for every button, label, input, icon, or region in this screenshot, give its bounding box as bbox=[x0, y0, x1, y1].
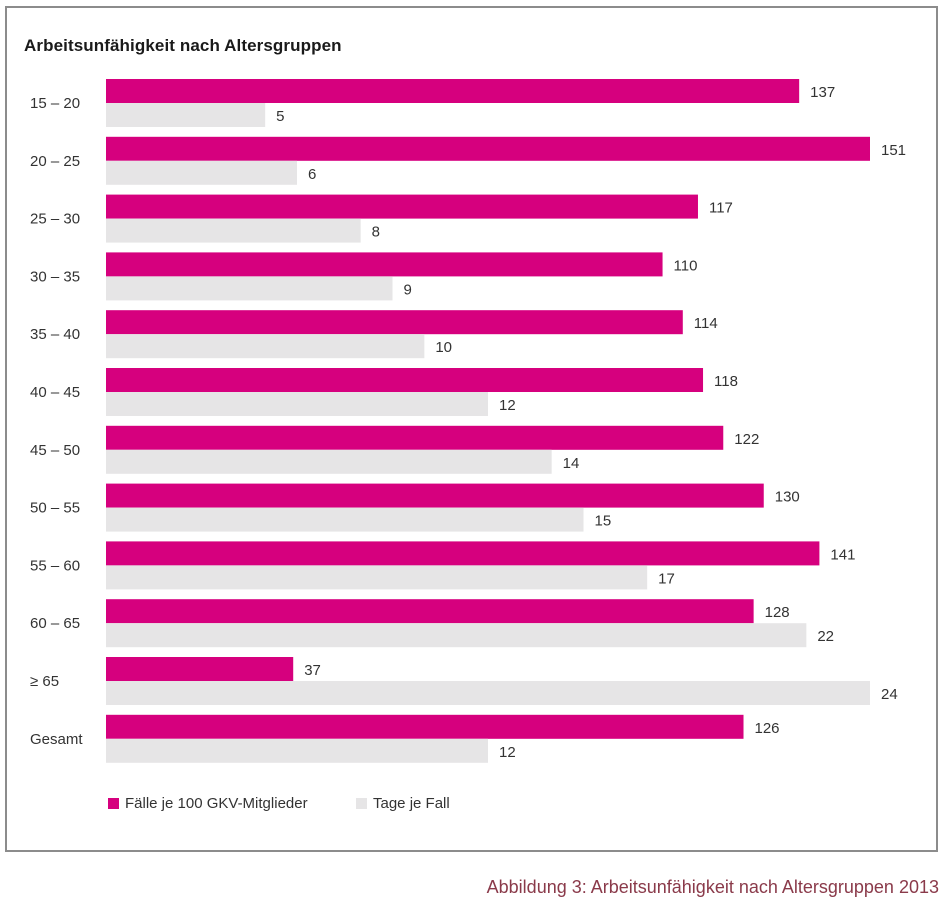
bar-faelle-group-8 bbox=[106, 541, 820, 566]
data-label-faelle: 114 bbox=[694, 315, 718, 332]
legend-swatch-faelle bbox=[108, 798, 119, 809]
bar-faelle-group-2 bbox=[106, 194, 698, 219]
bar-tage-group-7 bbox=[106, 507, 584, 532]
data-label-tage: 17 bbox=[658, 570, 675, 587]
data-label-faelle: 141 bbox=[830, 546, 855, 563]
legend-item-faelle: Fälle je 100 GKV-Mitglieder bbox=[108, 795, 308, 812]
category-label: 30 – 35 bbox=[30, 268, 80, 285]
legend-label-faelle: Fälle je 100 GKV-Mitglieder bbox=[125, 795, 308, 812]
data-label-faelle: 122 bbox=[734, 431, 759, 448]
data-label-faelle: 137 bbox=[810, 84, 835, 101]
data-label-faelle: 37 bbox=[304, 662, 321, 679]
bar-faelle-group-5 bbox=[106, 368, 704, 392]
category-label: 15 – 20 bbox=[30, 95, 80, 112]
category-label: 40 – 45 bbox=[30, 384, 80, 401]
bar-tage-group-9 bbox=[106, 623, 807, 648]
bar-faelle-group-10 bbox=[106, 657, 294, 681]
data-label-tage: 9 bbox=[404, 281, 412, 298]
bar-faelle-group-1 bbox=[106, 136, 870, 161]
bar-faelle-group-9 bbox=[106, 599, 754, 624]
category-label: 35 – 40 bbox=[30, 326, 80, 343]
data-label-tage: 24 bbox=[881, 686, 898, 703]
bar-tage-group-5 bbox=[106, 392, 488, 416]
category-label: 50 – 55 bbox=[30, 500, 80, 517]
category-label: 55 – 60 bbox=[30, 557, 80, 574]
data-label-tage: 12 bbox=[499, 744, 516, 761]
bar-tage-group-6 bbox=[106, 449, 552, 474]
bar-tage-group-3 bbox=[106, 276, 393, 301]
data-label-tage: 14 bbox=[563, 455, 580, 472]
bar-tage-group-2 bbox=[106, 218, 361, 243]
data-label-tage: 12 bbox=[499, 397, 516, 414]
bar-faelle-group-7 bbox=[106, 483, 764, 508]
data-label-faelle: 151 bbox=[881, 142, 906, 159]
bar-tage-group-4 bbox=[106, 334, 425, 359]
category-label: 25 – 30 bbox=[30, 211, 80, 228]
category-label: 20 – 25 bbox=[30, 153, 80, 170]
legend-item-tage: Tage je Fall bbox=[356, 795, 450, 812]
bar-faelle-group-4 bbox=[106, 310, 683, 335]
legend-label-tage: Tage je Fall bbox=[373, 795, 450, 812]
category-label: 45 – 50 bbox=[30, 442, 80, 459]
category-label: Gesamt bbox=[30, 731, 83, 748]
data-label-tage: 6 bbox=[308, 166, 316, 183]
bar-faelle-group-6 bbox=[106, 425, 724, 450]
figure-caption: Abbildung 3: Arbeitsunfähigkeit nach Alt… bbox=[486, 877, 939, 897]
bar-faelle-group-11 bbox=[106, 714, 744, 739]
data-label-tage: 10 bbox=[435, 339, 452, 356]
data-label-tage: 5 bbox=[276, 108, 284, 125]
data-label-faelle: 117 bbox=[709, 200, 733, 217]
category-label: 60 – 65 bbox=[30, 615, 80, 632]
bar-tage-group-1 bbox=[106, 160, 297, 185]
bar-faelle-group-0 bbox=[106, 79, 800, 103]
bar-tage-group-10 bbox=[106, 681, 870, 705]
bar-tage-group-8 bbox=[106, 565, 648, 590]
data-label-faelle: 118 bbox=[714, 373, 738, 390]
bar-tage-group-11 bbox=[106, 738, 488, 763]
data-label-tage: 8 bbox=[372, 224, 380, 241]
category-label: ≥ 65 bbox=[30, 673, 59, 690]
data-label-tage: 22 bbox=[817, 628, 834, 645]
data-label-faelle: 128 bbox=[765, 604, 790, 621]
data-label-faelle: 130 bbox=[775, 489, 800, 506]
data-label-faelle: 110 bbox=[674, 257, 698, 274]
bar-tage-group-0 bbox=[106, 103, 266, 127]
chart-title: Arbeitsunfähigkeit nach Altersgruppen bbox=[24, 36, 342, 55]
bar-faelle-group-3 bbox=[106, 252, 663, 277]
legend-swatch-tage bbox=[356, 798, 367, 809]
data-label-faelle: 126 bbox=[755, 720, 780, 737]
data-label-tage: 15 bbox=[595, 513, 612, 530]
